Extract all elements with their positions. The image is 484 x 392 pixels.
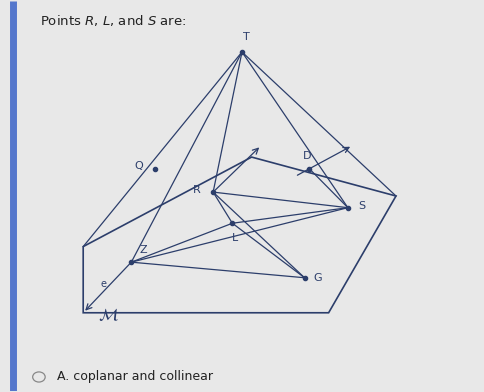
- Text: R: R: [193, 185, 200, 195]
- Text: T: T: [243, 32, 250, 42]
- Text: Q: Q: [135, 161, 143, 171]
- Text: S: S: [359, 201, 365, 211]
- Text: A. coplanar and collinear: A. coplanar and collinear: [57, 370, 213, 383]
- Text: G: G: [313, 273, 322, 283]
- Text: Points $R$, $L$, and $S$ are:: Points $R$, $L$, and $S$ are:: [40, 13, 186, 28]
- Text: e: e: [100, 279, 106, 289]
- Text: L: L: [232, 233, 238, 243]
- Text: $\mathcal{M}$: $\mathcal{M}$: [98, 306, 119, 324]
- Text: D: D: [303, 151, 312, 161]
- Text: Z: Z: [140, 245, 148, 255]
